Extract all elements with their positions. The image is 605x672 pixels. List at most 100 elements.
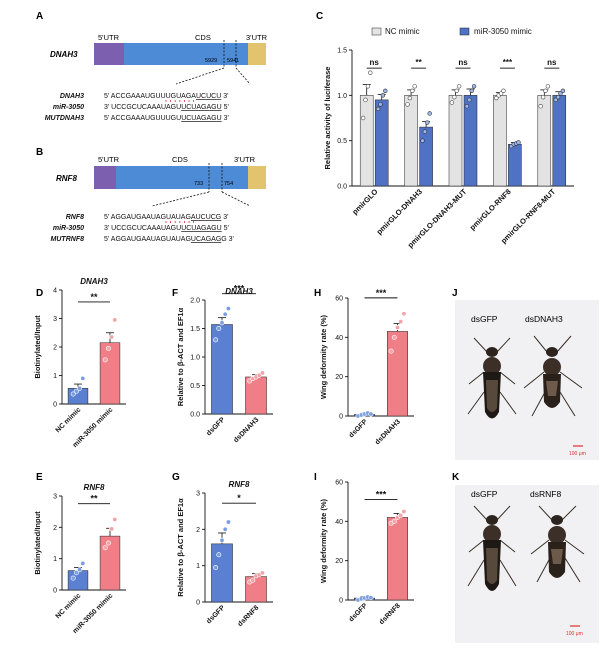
significance-label-chart-G: *	[237, 493, 241, 503]
panel-label-a: A	[36, 11, 43, 22]
data-point-nc	[449, 100, 455, 105]
data-point-chart-E	[80, 560, 86, 566]
data-point-nc	[456, 84, 462, 89]
panel-label-e: E	[36, 472, 43, 483]
data-point-nc	[360, 115, 366, 121]
insect-icon-deformed-k	[530, 505, 585, 583]
seq-part: 5'	[222, 225, 229, 232]
data-point-mir	[380, 93, 386, 98]
y-tick-label-chart-H: 60	[335, 296, 343, 303]
significance-label-C: ns	[547, 58, 557, 67]
data-point-chart-E	[102, 545, 108, 551]
x-tick-label-chart-F: dsGFP	[206, 416, 227, 437]
gene-diagram-rnf8: 5'UTR CDS 3'UTR RNF8 733 754 RNF8 5' AGGA…	[51, 155, 266, 243]
data-point-mir	[464, 104, 470, 109]
data-point-chart-E	[112, 516, 118, 522]
y-axis-label-C: Relative activity of luciferase	[323, 67, 332, 170]
data-point-chart-F	[222, 311, 228, 317]
data-point-chart-D	[77, 385, 83, 391]
seq-label-seq-b-2: MUTRNF8	[51, 236, 85, 243]
seq-site: UCUAGAGU	[181, 225, 221, 232]
zoom-line-b2	[221, 191, 251, 207]
zoom-line-b1	[151, 191, 210, 207]
data-point-nc	[538, 104, 543, 109]
utr3-label-a: 3'UTR	[246, 33, 268, 42]
cds-label-b: CDS	[172, 155, 188, 164]
data-point-mir	[471, 84, 477, 89]
x-tick-label-chart-G: dsRNF8	[237, 604, 261, 628]
data-point-mir	[553, 97, 558, 103]
significance-label-C: ns	[458, 58, 468, 67]
seq-part: G 3'	[221, 236, 234, 243]
seq-site: UCUAGAGU	[181, 104, 221, 111]
y-tick-label-C: 1.5	[337, 48, 347, 55]
seq-part: 3' UCCGCUCAAAUAGU	[104, 104, 181, 111]
significance-label-C: ns	[370, 58, 380, 67]
data-point-chart-F	[225, 306, 231, 312]
data-point-chart-G	[219, 537, 225, 543]
panel-label-g: G	[172, 472, 180, 483]
utr3-box-b	[248, 166, 266, 189]
sequence-alignment-a: DNAH3 5' ACCGAAAUGUUUGUAGAUCUCU 3' miR-305…	[45, 93, 229, 122]
y-axis-label-chart-I: Wing deformity rate (%)	[319, 498, 328, 583]
chart-qpcr-rnf8: 0 1 2 3 RNF8 Relative to β-ACT and EF1α dsGFP d…	[176, 480, 273, 628]
data-point-nc	[410, 88, 415, 94]
y-axis-label-chart-F: Relative to β-ACT and EF1α	[176, 307, 185, 406]
data-point-chart-E	[109, 526, 115, 532]
photo-label-dsgfp-k: dsGFP	[471, 489, 498, 499]
seq-text-seq-a-0: 5' ACCGAAAUGUUUGUAGAUCUCU 3'	[104, 93, 228, 100]
y-axis-label-chart-G: Relative to β-ACT and EF1α	[176, 498, 185, 597]
y-tick-label-chart-D: 4	[53, 288, 57, 295]
data-point-nc	[454, 88, 459, 94]
y-tick-label-C: 0.5	[337, 138, 347, 145]
y-tick-label-chart-G: 2	[196, 527, 200, 534]
data-point-chart-I	[368, 595, 374, 601]
panel-label-b: B	[36, 147, 43, 158]
data-point-mir	[420, 138, 425, 143]
insect-icon-normal-k	[467, 505, 517, 591]
seq-part: 5' ACCGAAAUGUUUGU	[104, 115, 181, 122]
data-point-chart-G	[259, 570, 265, 576]
x-tick-label-chart-E: NC mimic	[55, 592, 83, 620]
data-point-chart-D	[80, 375, 86, 381]
seq-site: UCUAGAGU	[181, 115, 221, 122]
photo-panel-j: dsGFP dsDNAH3 100 μm	[455, 300, 599, 460]
utr5-label-b: 5'UTR	[98, 155, 120, 164]
x-tick-label-chart-I: dsGFP	[348, 602, 369, 623]
significance-label-chart-E: **	[90, 494, 98, 504]
y-tick-label-chart-H: 0	[339, 414, 343, 421]
photo-label-dsgfp-j: dsGFP	[471, 314, 498, 324]
seq-text-seq-b-0: 5' AGGAUGAAUAGUAUAGAUCUCG 3'	[104, 214, 228, 221]
significance-label-chart-H: ***	[376, 288, 387, 298]
gene-diagram-dnah3: 5'UTR CDS 3'UTR DNAH3 5929 5941 DNAH3 5' …	[45, 33, 268, 122]
chart-qpcr-dnah3: 0.0 0.5 1.0 1.5 2.0 DNAH3 Relative to β-ACT an…	[176, 284, 273, 444]
legend-label-mir: miR-3050 mimic	[474, 27, 532, 36]
y-tick-label-chart-E: 3	[53, 494, 57, 501]
x-tick-label-chart-H: dsDNAH3	[374, 418, 402, 446]
data-point-mir	[427, 111, 432, 116]
legend-swatch-mir	[459, 27, 470, 36]
data-point-chart-D	[70, 391, 76, 397]
x-tick-label-chart-D: NC mimic	[55, 406, 83, 434]
seq-label-seq-a-0: DNAH3	[60, 93, 84, 100]
photo-label-dsrnf8: dsRNF8	[530, 489, 561, 499]
significance-label-chart-I: ***	[376, 490, 387, 500]
data-point-mir	[469, 88, 474, 94]
bar-nc-1	[404, 95, 418, 187]
data-point-nc	[368, 70, 373, 75]
gene-name-a: DNAH3	[50, 50, 78, 59]
bar-mir-1	[419, 126, 433, 187]
data-point-chart-F	[259, 370, 265, 376]
data-point-chart-E	[70, 575, 76, 581]
data-point-chart-F	[216, 325, 222, 331]
y-tick-label-chart-E: 0	[53, 588, 57, 595]
utr5-box-a	[94, 43, 124, 65]
y-tick-label-chart-G: 0	[196, 600, 200, 607]
seq-part: 3'	[222, 115, 229, 122]
insect-icon-normal-j	[467, 337, 517, 419]
y-tick-label-chart-H: 40	[335, 335, 343, 342]
x-tick-label-C: pmirGLO-DNAH3	[375, 187, 424, 236]
chart-title-chart-F: DNAH3	[225, 287, 253, 296]
data-point-nc	[494, 95, 499, 101]
